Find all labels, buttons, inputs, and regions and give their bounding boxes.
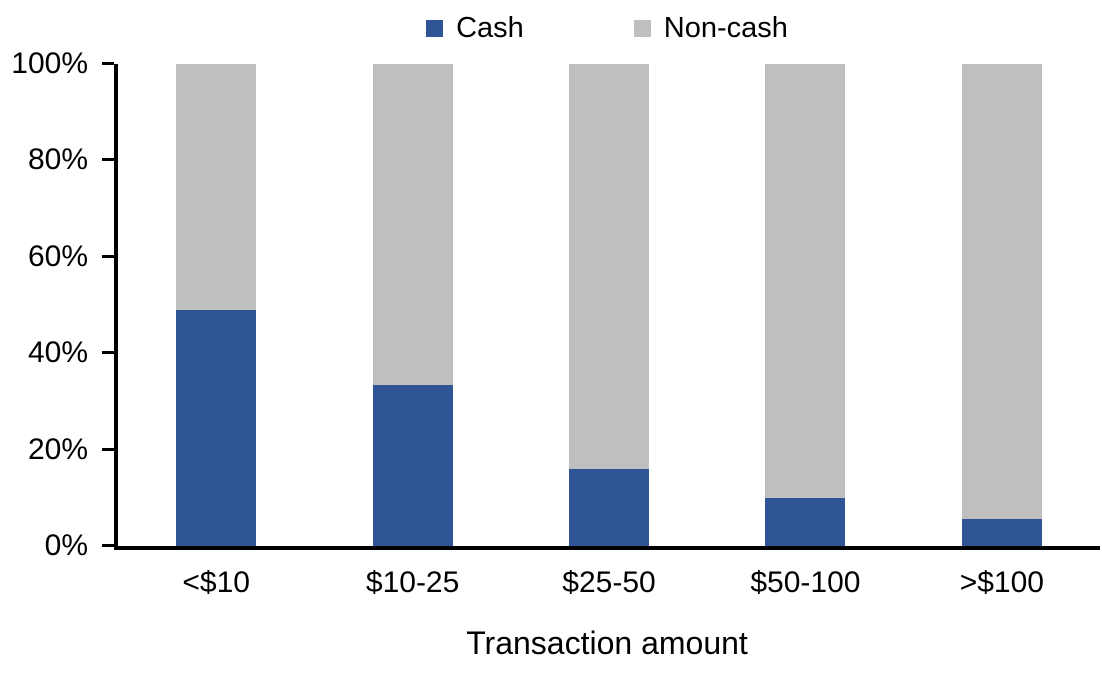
legend: Cash Non-cash (114, 10, 1100, 46)
cash-segment (176, 309, 257, 546)
bar-3 (569, 64, 650, 546)
bar-2 (372, 64, 453, 546)
cash-segment (765, 497, 846, 546)
x-axis-labels: <$10 $10-25 $25-50 $50-100 >$100 (118, 566, 1100, 600)
noncash-segment (961, 64, 1042, 520)
y-tick-mark (102, 254, 114, 258)
x-tick-label: $10-25 (365, 566, 460, 599)
noncash-legend-swatch (633, 19, 651, 37)
y-tick-label: 40% (27, 336, 88, 370)
bar-slot-4 (707, 64, 903, 546)
bar-5 (961, 64, 1042, 546)
x-tick-label: <$10 (182, 566, 250, 599)
noncash-segment (372, 64, 453, 385)
x-tick-label: >$100 (959, 566, 1044, 599)
y-tick-mark (102, 351, 114, 355)
x-axis-title: Transaction amount (466, 625, 748, 661)
cash-segment (569, 468, 650, 546)
y-tick-mark (102, 158, 114, 162)
y-tick-mark (102, 447, 114, 451)
noncash-segment (176, 64, 257, 310)
bar-slot-2 (314, 64, 510, 546)
bar-1 (176, 64, 257, 546)
cash-segment (372, 384, 453, 546)
x-tick-label: $50-100 (750, 566, 861, 599)
y-tick-mark (102, 62, 114, 65)
noncash-segment (569, 64, 650, 469)
y-tick-label: 0% (44, 529, 88, 562)
plot-area (114, 64, 1100, 550)
y-tick-label: 100% (11, 47, 88, 80)
legend-entry-noncash: Non-cash (633, 10, 788, 46)
y-tick-label: 20% (27, 432, 88, 466)
bar-slot-5 (904, 64, 1100, 546)
y-tick-mark (102, 544, 114, 547)
legend-label-cash: Cash (456, 12, 524, 44)
cash-segment (961, 519, 1042, 546)
legend-label-noncash: Non-cash (663, 12, 788, 44)
x-tick-label: $25-50 (562, 566, 656, 599)
bar-slot-3 (511, 64, 707, 546)
cash-legend-swatch (426, 19, 444, 37)
legend-entry-cash: Cash (426, 10, 524, 46)
bar-slot-1 (118, 64, 314, 546)
bar-4 (765, 64, 846, 546)
y-tick-label: 60% (27, 239, 88, 273)
y-tick-label: 80% (27, 143, 88, 177)
noncash-segment (765, 64, 846, 498)
